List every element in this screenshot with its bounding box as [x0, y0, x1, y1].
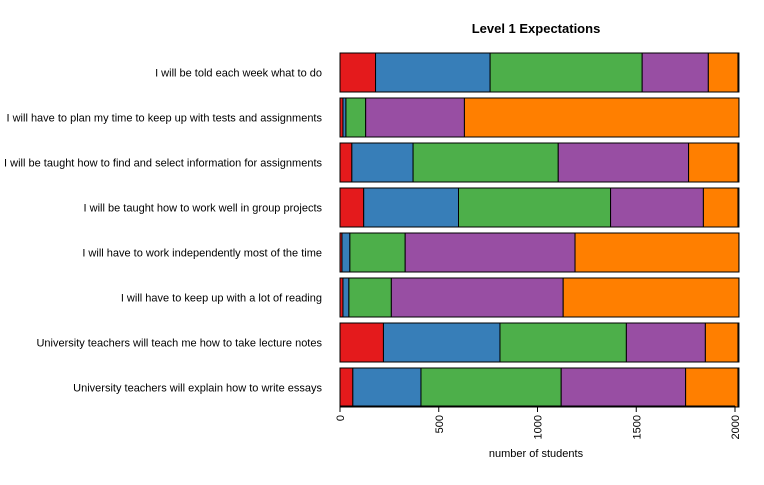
bar-outline — [339, 277, 740, 318]
y-labels-group: I will be told each week what to do I wil… — [4, 68, 322, 395]
bar-segment-6-4 — [390, 277, 564, 318]
bar-segment-1-3 — [489, 52, 643, 93]
bar-segment-5-4 — [404, 232, 576, 273]
y-tick-label: I will be taught how to work well in gro… — [84, 203, 323, 215]
bar-outline — [339, 232, 740, 273]
y-tick-label: I will be taught how to find and select … — [4, 158, 322, 170]
bar-outline — [339, 142, 740, 183]
bar-segment-8-5 — [685, 367, 739, 408]
bar-segment-4-5 — [702, 187, 739, 228]
bars-group — [339, 52, 740, 408]
bar-segment-4-1 — [339, 187, 365, 228]
bar-outline — [339, 187, 740, 228]
bar-segment-3-1 — [339, 142, 353, 183]
bar-segment-8-4 — [560, 367, 687, 408]
bar-segment-4-3 — [458, 187, 612, 228]
bar-segment-3-2 — [351, 142, 414, 183]
bar-segment-5-5 — [574, 232, 740, 273]
bar-segment-5-2 — [341, 232, 351, 273]
y-tick-label: I will have to plan my time to keep up w… — [7, 113, 323, 125]
bar-segment-1-5 — [707, 52, 739, 93]
bar-segment-5-3 — [349, 232, 406, 273]
bar-segment-3-4 — [557, 142, 690, 183]
bar-segment-4-4 — [610, 187, 704, 228]
x-axis-label: number of students — [489, 448, 584, 460]
bar-segment-8-3 — [420, 367, 562, 408]
bar-segment-3-3 — [412, 142, 559, 183]
y-tick-label: I will be told each week what to do — [155, 68, 322, 80]
bar-segment-7-4 — [625, 322, 706, 363]
bar-outline — [339, 52, 740, 93]
bar-outline — [339, 367, 740, 408]
bar-segment-1-1 — [339, 52, 377, 93]
y-tick-label: I will have to work independently most o… — [82, 248, 322, 260]
bar-segment-1-2 — [375, 52, 491, 93]
bar-outline — [339, 97, 740, 138]
y-tick-label: University teachers will explain how to … — [73, 383, 322, 395]
bar-segment-7-1 — [339, 322, 384, 363]
x-tick-label: 500 — [434, 415, 446, 433]
bar-segment-6-2 — [342, 277, 350, 318]
bar-segment-7-5 — [704, 322, 739, 363]
x-tick-label: 0 — [335, 415, 347, 421]
bar-segment-2-4 — [365, 97, 465, 138]
x-tick-label: 2000 — [730, 415, 742, 439]
bar-segment-6-3 — [348, 277, 392, 318]
bar-segment-2-5 — [463, 97, 740, 138]
x-axis: 0 500 1000 1500 2000 — [335, 405, 742, 439]
bar-segment-7-3 — [499, 322, 627, 363]
chart-title: Level 1 Expectations — [472, 21, 601, 36]
y-tick-label: I will have to keep up with a lot of rea… — [121, 293, 322, 305]
bar-outline — [339, 322, 740, 363]
bar-segment-7-2 — [382, 322, 501, 363]
x-tick-label: 1000 — [533, 415, 545, 439]
bar-segment-8-1 — [339, 367, 354, 408]
bar-segment-2-3 — [345, 97, 367, 138]
bar-segment-1-4 — [641, 52, 709, 93]
x-tick-label: 1500 — [631, 415, 643, 439]
bar-segment-4-2 — [363, 187, 460, 228]
bar-segment-3-5 — [688, 142, 739, 183]
bar-segment-8-2 — [352, 367, 422, 408]
bar-segment-6-5 — [562, 277, 740, 318]
y-tick-label: University teachers will teach me how to… — [36, 338, 322, 350]
